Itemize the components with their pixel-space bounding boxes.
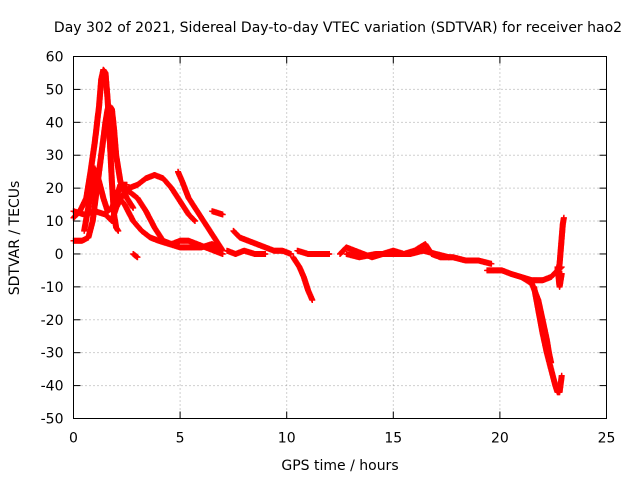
x-tick-label: 20 (491, 431, 509, 447)
plot-frame (73, 56, 607, 419)
data-point (288, 251, 294, 257)
chart-title: Day 302 of 2021, Sidereal Day-to-day VTE… (54, 20, 622, 36)
data-point (558, 372, 565, 379)
series-arc-4 (81, 165, 130, 234)
y-tick-label: 60 (46, 50, 64, 66)
data-point (326, 251, 333, 257)
y-tick-label: -40 (41, 379, 64, 395)
y-tick-labels: -50 -40 -30 -20 -10 0 10 20 30 40 50 60 (41, 50, 64, 428)
series-arc-8 (130, 251, 141, 261)
x-axis-label: GPS time / hours (281, 458, 398, 474)
series-arc-13 (294, 247, 333, 257)
series-arc-18 (531, 283, 565, 396)
data-points (70, 66, 567, 396)
data-point (192, 218, 198, 224)
data-point (560, 214, 567, 221)
data-point (134, 254, 141, 261)
y-tick-label: 40 (46, 115, 64, 131)
y-tick-label: 0 (55, 247, 64, 263)
y-tick-label: 30 (46, 148, 64, 164)
data-point (558, 270, 565, 277)
x-tick-labels: 0 5 10 15 20 25 (69, 431, 615, 447)
axis-ticks (73, 56, 607, 419)
series-arc-7 (175, 168, 226, 254)
data-point (309, 297, 316, 303)
data-point (115, 227, 122, 234)
series-arc-2 (70, 102, 137, 244)
x-tick-label: 0 (69, 431, 78, 447)
series-arc-12 (290, 254, 316, 303)
y-tick-label: -10 (41, 280, 64, 296)
y-tick-label: -20 (41, 313, 64, 329)
y-tick-label: -50 (41, 412, 64, 428)
data-point (262, 251, 269, 257)
y-tick-label: 20 (46, 181, 64, 197)
series-arc-6 (117, 181, 226, 257)
y-axis-label: SDTVAR / TECUs (7, 181, 23, 296)
x-tick-label: 5 (176, 431, 185, 447)
grid-lines (73, 56, 607, 419)
x-tick-label: 15 (384, 431, 402, 447)
x-tick-label: 25 (598, 431, 616, 447)
data-point (488, 260, 495, 267)
x-tick-label: 10 (278, 431, 296, 447)
y-tick-label: 50 (46, 82, 64, 98)
y-tick-label: 10 (46, 214, 64, 230)
series-arc-10 (230, 227, 294, 257)
series-arc-20 (554, 264, 565, 290)
series-arc-9 (209, 208, 226, 218)
data-point (445, 254, 452, 261)
series-arc-15 (343, 247, 452, 261)
y-tick-label: -30 (41, 346, 64, 362)
series-arc-19 (554, 214, 567, 277)
data-point (219, 211, 226, 218)
series-arc-11 (224, 247, 269, 257)
data-point (130, 204, 137, 211)
